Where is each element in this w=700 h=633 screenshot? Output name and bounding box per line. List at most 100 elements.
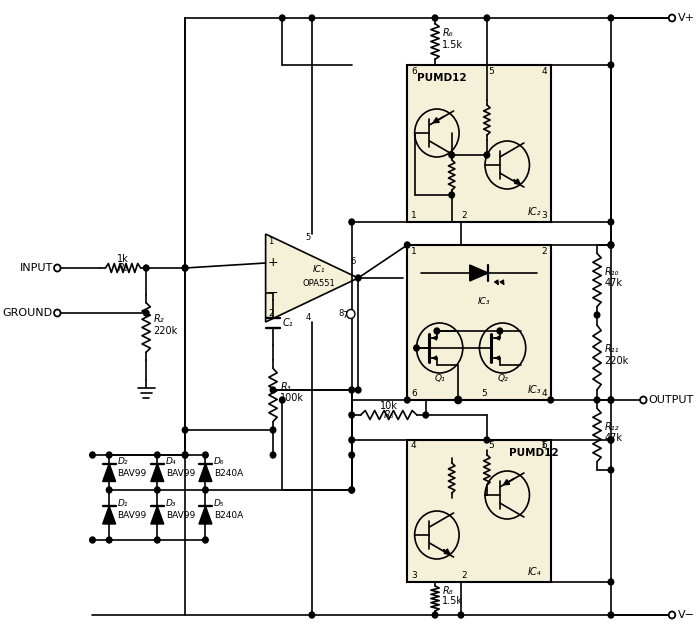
Circle shape [432, 15, 438, 21]
Circle shape [449, 192, 454, 198]
Circle shape [480, 323, 526, 373]
Circle shape [668, 611, 676, 618]
Text: 1: 1 [411, 246, 416, 256]
Circle shape [54, 310, 61, 316]
Circle shape [608, 397, 614, 403]
Text: 3: 3 [541, 211, 547, 220]
Text: 6: 6 [350, 258, 356, 266]
Circle shape [106, 452, 112, 458]
Circle shape [485, 141, 529, 189]
Circle shape [640, 396, 647, 403]
Circle shape [90, 537, 95, 543]
Circle shape [182, 452, 188, 458]
Text: C₁: C₁ [282, 318, 293, 327]
Circle shape [608, 437, 614, 443]
Text: PUMD12: PUMD12 [509, 448, 559, 458]
Text: 47k: 47k [604, 433, 622, 443]
Circle shape [270, 427, 276, 433]
Circle shape [203, 452, 208, 458]
Circle shape [608, 437, 614, 443]
Text: B240A: B240A [214, 469, 243, 478]
Circle shape [608, 467, 614, 473]
Text: D₆: D₆ [214, 457, 224, 466]
Bar [407, 65, 551, 222]
Text: INPUT: INPUT [20, 263, 52, 273]
Circle shape [346, 310, 355, 318]
Circle shape [182, 452, 188, 458]
Circle shape [414, 345, 419, 351]
Text: Q₂: Q₂ [497, 373, 508, 382]
Polygon shape [199, 463, 212, 482]
Circle shape [608, 242, 614, 248]
Circle shape [155, 537, 160, 543]
Circle shape [668, 15, 676, 22]
Circle shape [484, 15, 489, 21]
Text: R₁₂: R₁₂ [604, 422, 619, 432]
Text: OPA551: OPA551 [303, 279, 336, 287]
Circle shape [432, 612, 438, 618]
Circle shape [182, 427, 188, 433]
Circle shape [144, 310, 149, 316]
Circle shape [414, 109, 459, 157]
Text: −: − [268, 287, 279, 299]
Text: 3: 3 [411, 572, 416, 580]
Circle shape [608, 612, 614, 618]
Circle shape [449, 152, 454, 158]
Circle shape [106, 487, 112, 493]
Text: BAV99: BAV99 [166, 511, 195, 520]
Text: 1.5k: 1.5k [442, 39, 463, 49]
Text: 220k: 220k [604, 356, 629, 365]
Text: IC₁: IC₁ [313, 265, 326, 275]
Text: 5: 5 [482, 389, 487, 399]
Circle shape [309, 612, 315, 618]
Circle shape [594, 312, 600, 318]
Text: 6: 6 [411, 389, 416, 399]
Text: D₁: D₁ [118, 499, 128, 508]
Circle shape [608, 397, 614, 403]
Text: 10k: 10k [380, 401, 398, 411]
Text: 4: 4 [541, 66, 547, 75]
Circle shape [484, 152, 489, 158]
Circle shape [54, 265, 61, 272]
Text: R₁₀: R₁₀ [604, 267, 619, 277]
Text: 5: 5 [489, 441, 494, 451]
Text: 1k: 1k [117, 254, 129, 264]
Text: 5: 5 [489, 66, 494, 75]
Text: V+: V+ [678, 13, 694, 23]
Circle shape [279, 397, 285, 403]
Text: D₃: D₃ [166, 499, 176, 508]
Text: V−: V− [678, 610, 694, 620]
Circle shape [456, 397, 461, 403]
Polygon shape [470, 265, 489, 281]
Circle shape [423, 412, 428, 418]
Text: R₈: R₈ [442, 586, 453, 596]
Circle shape [106, 537, 112, 543]
Circle shape [349, 452, 354, 458]
Text: 7: 7 [342, 311, 348, 320]
Circle shape [270, 452, 276, 458]
Text: B240A: B240A [214, 511, 243, 520]
Text: 2: 2 [461, 572, 467, 580]
Circle shape [182, 265, 188, 271]
Circle shape [414, 511, 459, 559]
Circle shape [182, 265, 188, 271]
Text: BAV99: BAV99 [118, 469, 147, 478]
Polygon shape [265, 234, 358, 322]
Circle shape [458, 612, 463, 618]
Text: IC₃: IC₃ [477, 296, 490, 306]
Bar [407, 245, 551, 400]
Text: IC₂: IC₂ [528, 207, 542, 217]
Circle shape [405, 242, 410, 248]
Circle shape [608, 15, 614, 21]
Text: BAV99: BAV99 [166, 469, 195, 478]
Circle shape [155, 452, 160, 458]
Text: 100k: 100k [281, 393, 304, 403]
Text: R₆: R₆ [442, 28, 453, 39]
Circle shape [349, 487, 354, 493]
Circle shape [455, 396, 461, 403]
Circle shape [349, 387, 354, 393]
Circle shape [497, 328, 503, 334]
Circle shape [90, 452, 95, 458]
Polygon shape [103, 506, 116, 524]
Text: GROUND: GROUND [3, 308, 52, 318]
